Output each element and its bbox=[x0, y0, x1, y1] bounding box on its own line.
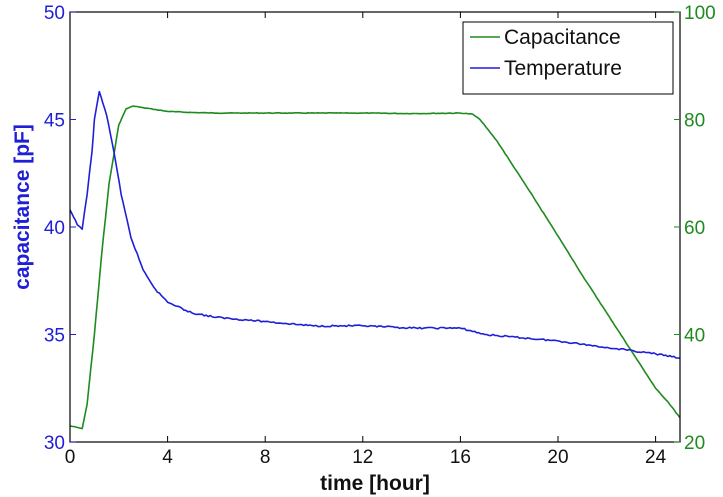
y-right-tick-label: 40 bbox=[684, 326, 705, 347]
y-left-tick-label: 50 bbox=[44, 3, 65, 24]
legend: Capacitance Temperature bbox=[462, 21, 674, 95]
x-tick-label: 16 bbox=[450, 447, 471, 468]
y-left-tick-label: 35 bbox=[44, 326, 65, 347]
legend-label-temperature: Temperature bbox=[504, 57, 622, 80]
y-right-tick-label: 100 bbox=[684, 3, 716, 24]
y-right-tick-label: 80 bbox=[684, 111, 705, 132]
x-tick-label: 24 bbox=[645, 447, 667, 468]
x-tick-label: 8 bbox=[260, 447, 271, 468]
x-tick-label: 20 bbox=[547, 447, 568, 468]
x-tick-label: 4 bbox=[162, 447, 173, 468]
series-layer bbox=[69, 90, 681, 430]
x-tick-label: 0 bbox=[65, 447, 76, 468]
y-left-tick-label: 40 bbox=[44, 218, 65, 239]
x-tick-label: 12 bbox=[352, 447, 373, 468]
ticks-layer: 0 4 8 12 16 20 24 30 35 40 45 50 20 40 60 80 100 bbox=[44, 3, 716, 468]
series-line-temperature bbox=[69, 90, 681, 359]
y-right-tick-label: 20 bbox=[684, 433, 705, 454]
series-line-capacitance bbox=[69, 105, 681, 430]
x-axis-title: time [hour] bbox=[320, 472, 430, 495]
legend-label-capacitance: Capacitance bbox=[504, 26, 621, 49]
y-axis-left-title: capacitance [pF] bbox=[11, 124, 34, 290]
legend-box bbox=[462, 21, 674, 95]
y-right-tick-label: 60 bbox=[684, 218, 705, 239]
y-left-tick-label: 45 bbox=[44, 111, 65, 132]
y-left-tick-label: 30 bbox=[44, 433, 65, 454]
